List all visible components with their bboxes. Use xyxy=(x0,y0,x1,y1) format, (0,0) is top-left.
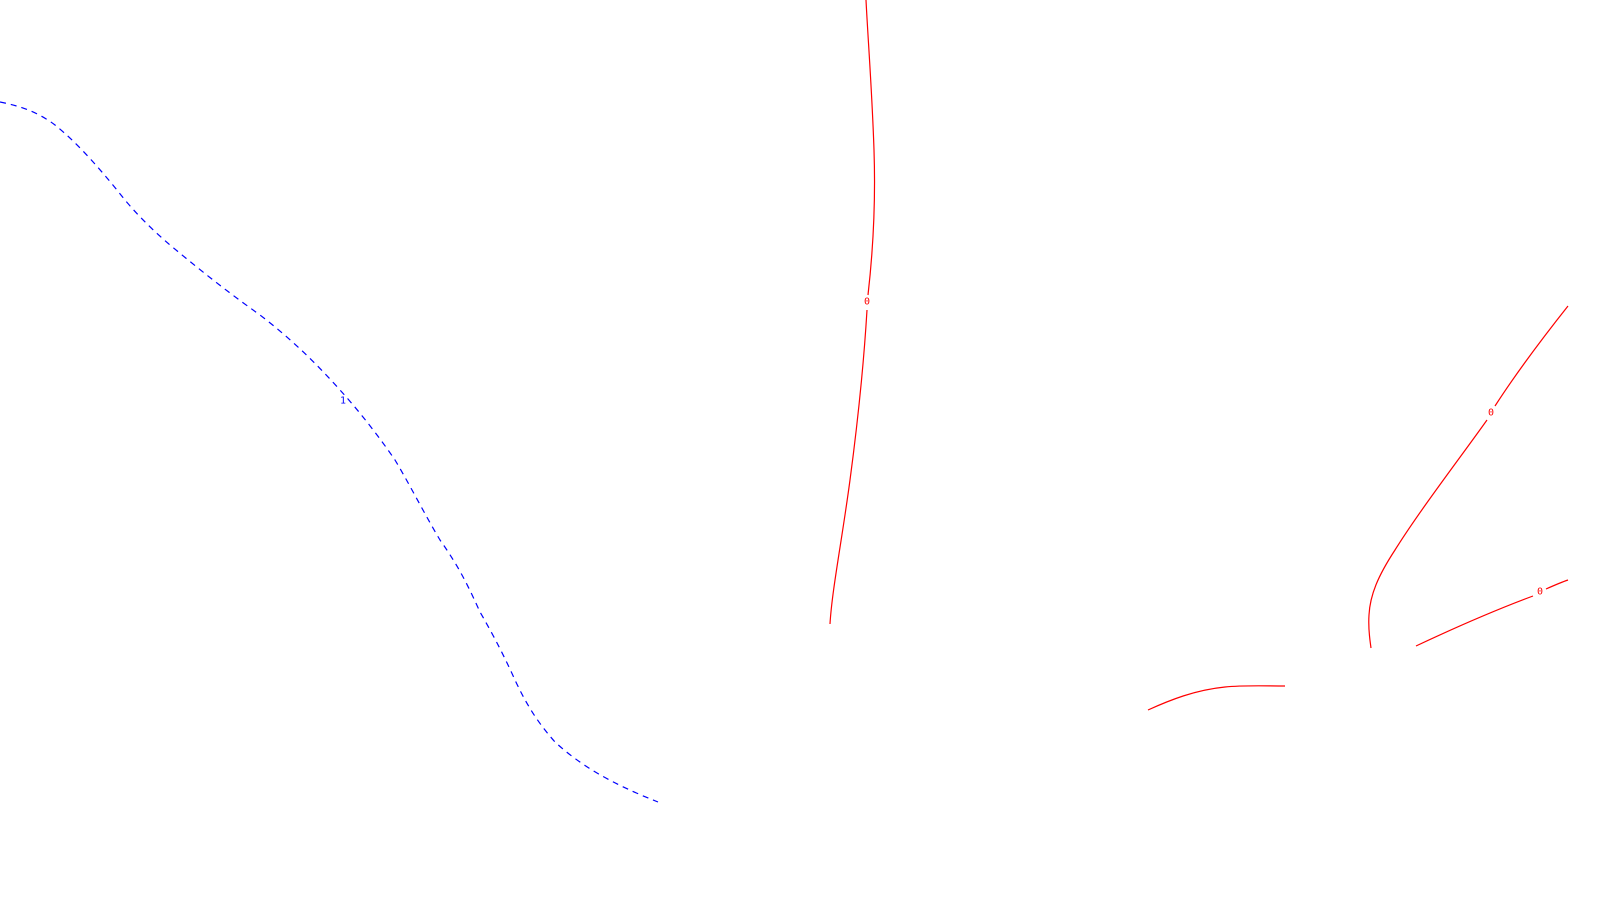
red-contour-line xyxy=(1368,305,1569,649)
red-contour-bottom-segment xyxy=(1147,685,1286,711)
contour-label: 1 xyxy=(340,396,346,407)
red-contour-diagonal: 0 xyxy=(1368,305,1569,649)
contour-label: 0 xyxy=(864,297,870,308)
red-contour-line xyxy=(1415,579,1569,647)
contour-label: 0 xyxy=(1537,587,1543,598)
red-contour-lower-right: 0 xyxy=(1415,579,1569,647)
red-contour-line xyxy=(829,0,876,625)
red-contour-line xyxy=(1147,685,1286,711)
contour-label: 0 xyxy=(1488,408,1494,419)
blue-dashed-contour: 1 xyxy=(0,101,659,803)
red-contour-vertical: 0 xyxy=(829,0,876,625)
blue-contour-line xyxy=(0,101,659,803)
